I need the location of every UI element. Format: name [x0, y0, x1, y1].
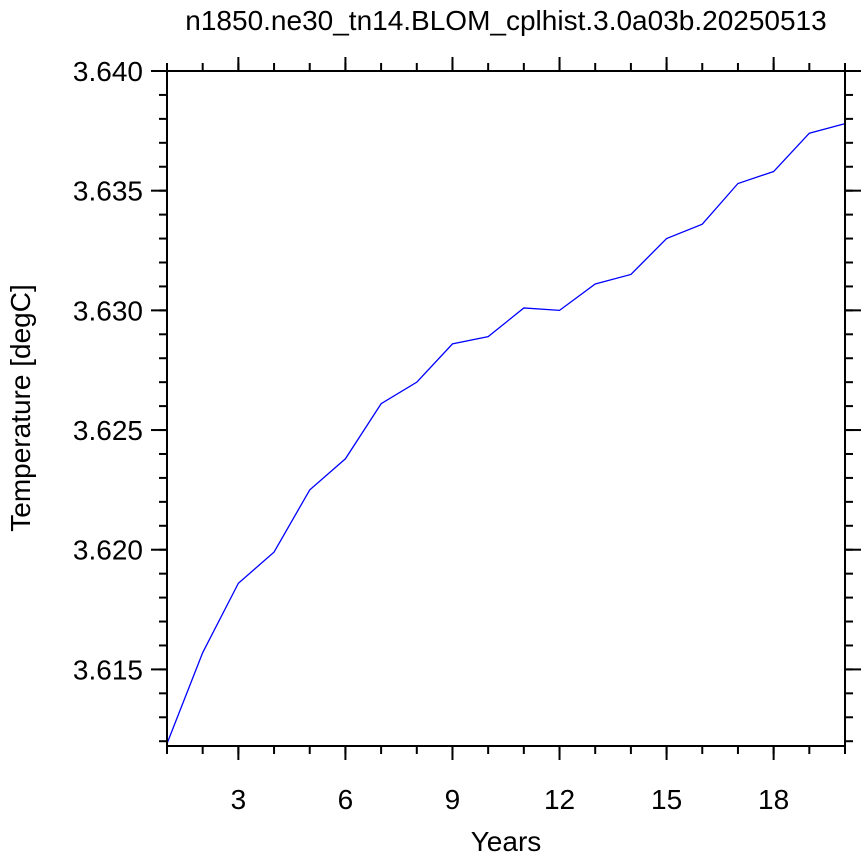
axis-tick-labels: 3 6 9 12 15 18 3.615 3.620 3.625 3.630 3.635 3.640 [73, 56, 789, 815]
y-tick-label: 3.630 [73, 295, 143, 326]
x-tick-label: 9 [445, 784, 461, 815]
x-tick-label: 12 [544, 784, 575, 815]
x-tick-label: 15 [651, 784, 682, 815]
x-tick-label: 6 [338, 784, 354, 815]
x-axis-label: Years [471, 826, 542, 857]
x-tick-label: 3 [231, 784, 247, 815]
y-tick-label: 3.620 [73, 535, 143, 566]
y-tick-label: 3.615 [73, 654, 143, 685]
y-tick-label: 3.635 [73, 176, 143, 207]
series-group [166, 123, 846, 744]
chart-title: n1850.ne30_tn14.BLOM_cplhist.3.0a03b.202… [185, 5, 826, 36]
y-axis-label: Temperature [degC] [5, 284, 36, 531]
y-tick-label: 3.625 [73, 415, 143, 446]
series-line [166, 123, 846, 744]
plot-frame [166, 70, 846, 747]
axis-ticks [151, 57, 861, 760]
y-tick-label: 3.640 [73, 56, 143, 87]
x-tick-label: 18 [758, 784, 789, 815]
